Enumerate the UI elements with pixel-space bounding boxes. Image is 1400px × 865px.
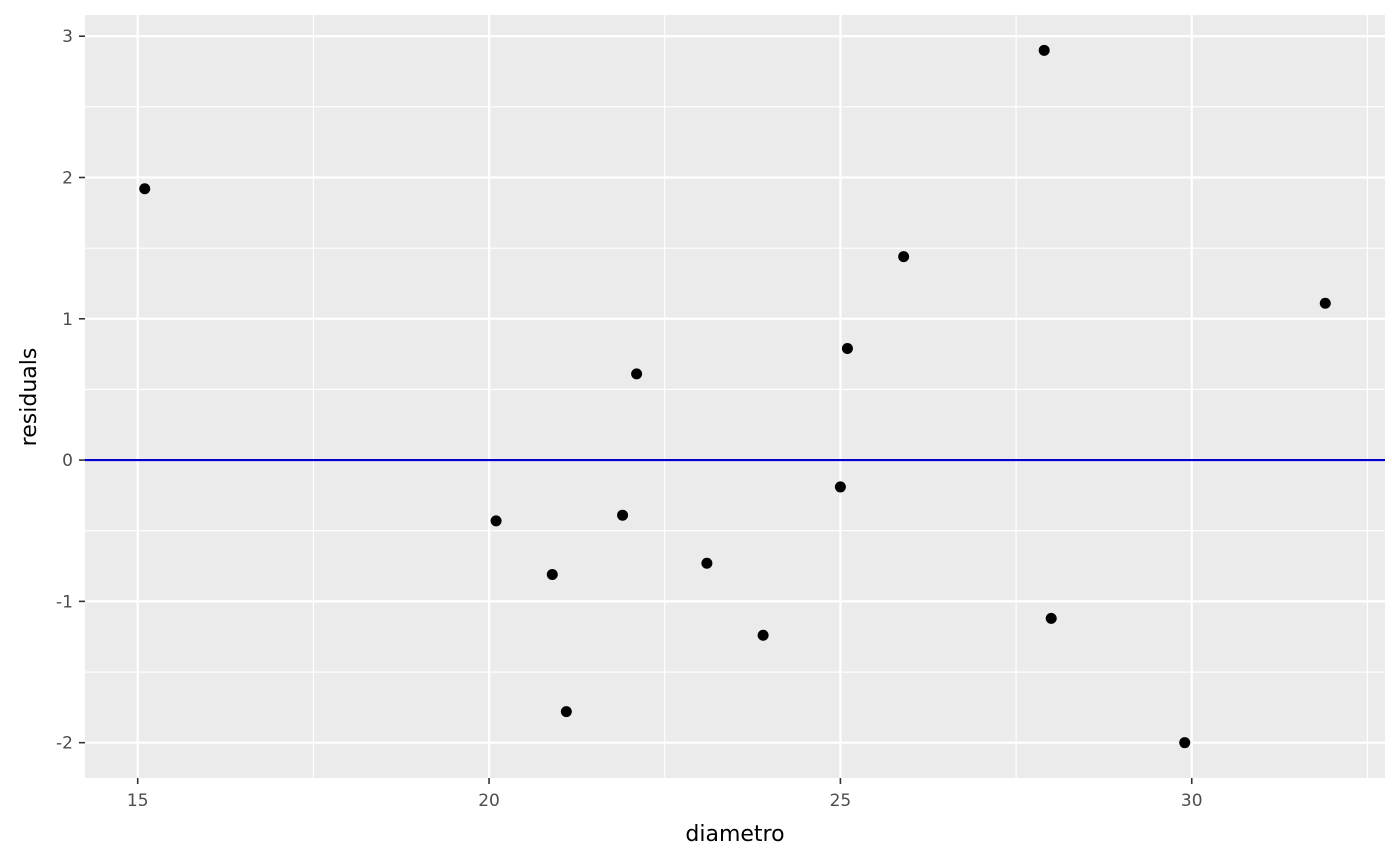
x-axis-title: diametro [685, 822, 784, 847]
data-point [1179, 737, 1191, 749]
data-points [139, 44, 1331, 749]
data-point [841, 342, 853, 354]
y-tick-label: -2 [56, 734, 73, 754]
data-point [490, 515, 502, 527]
x-tick-label: 15 [127, 791, 149, 811]
y-axis: -2 -1 0 1 2 3 [56, 27, 85, 754]
data-point [546, 569, 558, 581]
data-point [898, 251, 910, 263]
y-tick-label: 2 [62, 168, 73, 188]
data-point [631, 368, 643, 380]
y-axis-title: residuals [17, 348, 42, 447]
data-point [1038, 44, 1050, 56]
minor-gridlines [85, 15, 1385, 778]
y-tick-label: 3 [62, 27, 73, 47]
y-tick-label: -1 [56, 592, 73, 612]
data-point [139, 183, 151, 195]
plot-panel [85, 15, 1385, 778]
x-tick-label: 30 [1181, 791, 1203, 811]
x-tick-label: 20 [478, 791, 500, 811]
x-tick-label: 25 [830, 791, 852, 811]
data-point [617, 509, 629, 521]
data-point [1319, 297, 1331, 309]
data-point [1045, 612, 1057, 624]
major-gridlines [85, 15, 1385, 778]
data-point [757, 629, 769, 641]
y-tick-label: 1 [62, 310, 73, 330]
x-axis: 15 20 25 30 [127, 778, 1203, 811]
data-point [834, 481, 846, 493]
data-point [701, 557, 713, 569]
data-point [560, 706, 572, 718]
y-tick-label: 0 [62, 451, 73, 471]
